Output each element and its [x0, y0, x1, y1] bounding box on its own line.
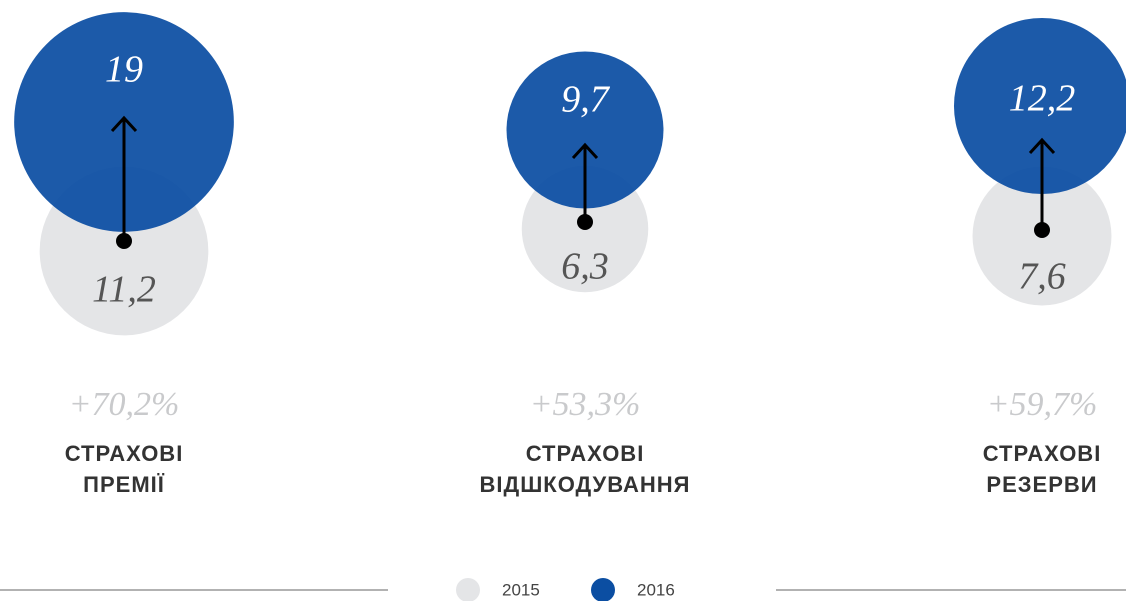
change-label: +59,7% — [987, 386, 1098, 423]
arrow-head — [1028, 137, 1056, 155]
category-label: СТРАХОВІ — [983, 441, 1102, 466]
category-label: СТРАХОВІ — [526, 441, 645, 466]
change-label: +53,3% — [530, 386, 641, 423]
value-label: 9,7 — [561, 79, 611, 121]
category-label: РЕЗЕРВИ — [986, 472, 1097, 497]
category-label: ВІДШКОДУВАННЯ — [480, 472, 691, 497]
legend-label: 2016 — [637, 580, 675, 599]
legend-swatch — [591, 578, 615, 601]
category-label: СТРАХОВІ — [65, 441, 184, 466]
legend-swatch — [456, 578, 480, 601]
bubble-2016 — [506, 51, 664, 209]
arrow-head — [571, 142, 599, 160]
bubble-2016 — [954, 18, 1126, 194]
value-label: 7,6 — [1018, 256, 1066, 298]
change-label: +70,2% — [69, 386, 180, 423]
value-label: 11,2 — [92, 269, 156, 311]
legend-label: 2015 — [502, 580, 540, 599]
arrow-head — [110, 115, 138, 133]
value-label: 19 — [105, 49, 143, 91]
arrow-dot — [116, 233, 132, 249]
arrow-dot — [577, 214, 593, 230]
value-label: 12,2 — [1009, 78, 1076, 120]
arrow-dot — [1034, 222, 1050, 238]
category-label: ПРЕМІЇ — [83, 472, 165, 497]
value-label: 6,3 — [561, 246, 609, 288]
